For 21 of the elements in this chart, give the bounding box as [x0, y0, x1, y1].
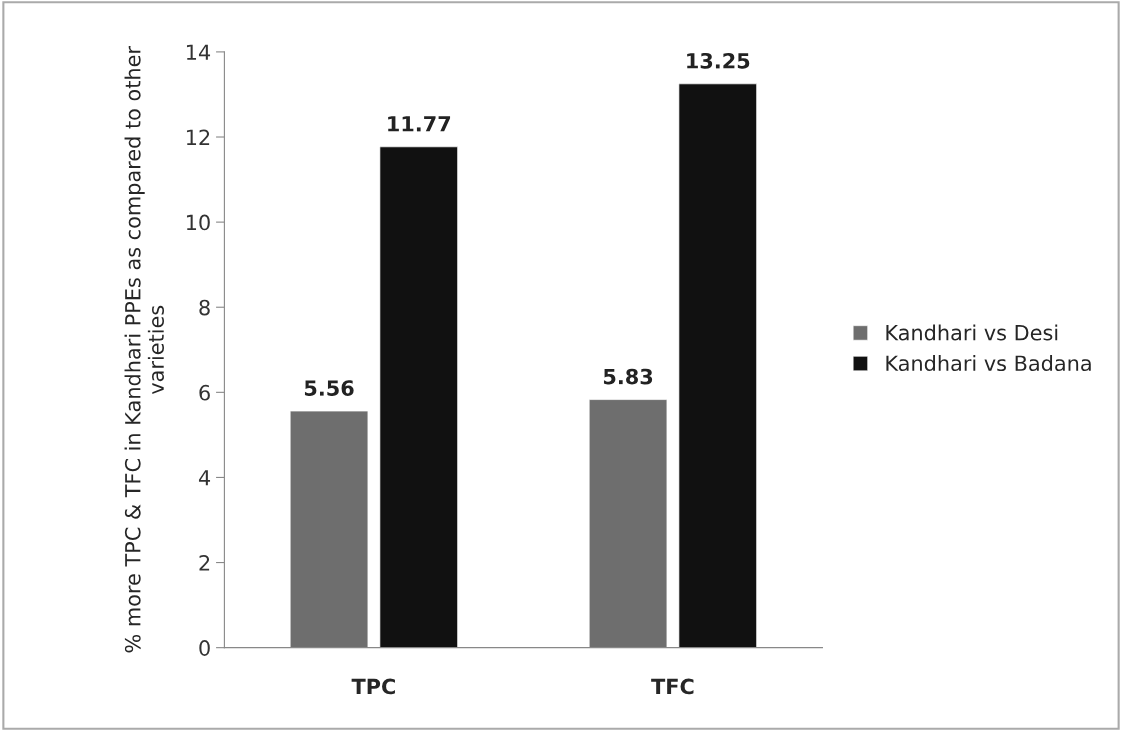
y-tick-label: 6 [199, 384, 210, 401]
bar [289, 410, 369, 648]
legend-label: Kandhari vs Badana [886, 354, 1091, 372]
y-tick-label: 10 [186, 214, 210, 231]
data-label: 5.83 [603, 368, 653, 385]
x-tick-label: TPC [351, 678, 395, 695]
bar [379, 146, 458, 648]
y-axis-title: % more TPC & TFC in Kandhari PPEs as compared to other varieties [124, 46, 164, 653]
y-tick-label: 12 [186, 129, 210, 145]
x-tick-label: TFC [651, 678, 694, 695]
data-label: 5.56 [304, 380, 354, 396]
y-tick-label: 14 [186, 44, 211, 60]
data-label: 11.77 [388, 116, 451, 132]
legend-label: Kandhari vs Desi [886, 324, 1058, 341]
bar [678, 83, 757, 648]
y-tick-label: 4 [198, 470, 211, 486]
data-label: 13.25 [687, 52, 750, 69]
bar [588, 399, 668, 648]
y-tick-label: 0 [199, 640, 210, 656]
y-tick-label: 8 [199, 299, 210, 316]
y-tick-label: 2 [199, 555, 210, 571]
